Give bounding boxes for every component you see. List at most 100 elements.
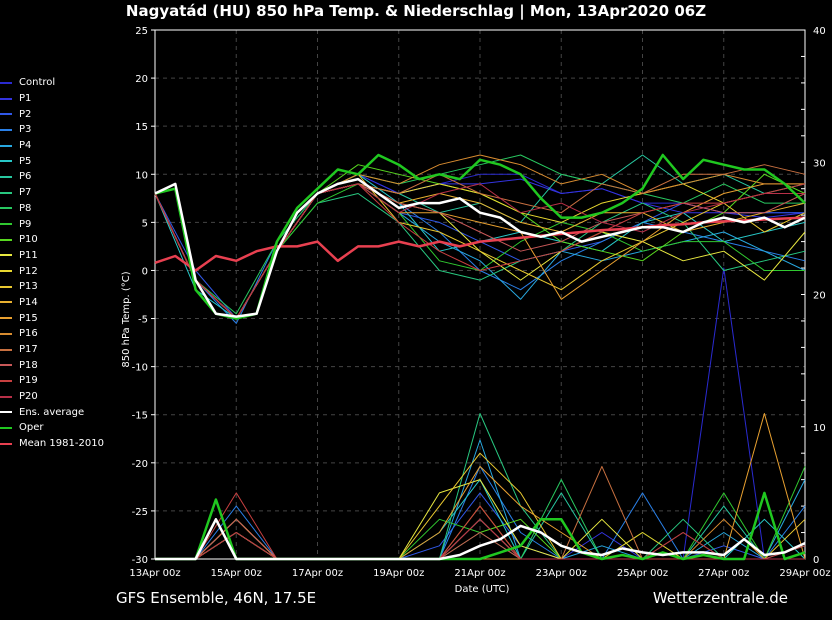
y-tick-label: 0 [142, 266, 148, 277]
y-tick-label: 10 [135, 170, 148, 181]
legend-swatch [0, 160, 12, 163]
legend-item: P1 [0, 91, 104, 107]
legend-swatch [0, 442, 12, 445]
legend-item: Ens. average [0, 404, 104, 420]
y2-tick-label: 20 [813, 291, 826, 302]
y2-tick-label: 30 [813, 158, 826, 169]
temp-line-p6 [154, 154, 806, 319]
legend-swatch [0, 254, 12, 257]
chart-title: Nagyatád (HU) 850 hPa Temp. & Niederschl… [125, 2, 707, 20]
legend-item: P7 [0, 185, 104, 201]
legend-label: P9 [19, 218, 32, 230]
legend-label: P6 [19, 171, 32, 183]
legend-label: P2 [19, 108, 32, 120]
legend-item: P4 [0, 138, 104, 154]
legend-label: P7 [19, 187, 32, 199]
y-tick-label: -10 [132, 363, 148, 374]
x-tick-label: 17Apr 00z [292, 568, 343, 579]
legend-label: P14 [19, 296, 38, 308]
x-tick-label: 25Apr 00z [617, 568, 668, 579]
model-info: GFS Ensemble, 46N, 17.5E [116, 589, 317, 607]
legend-item: Mean 1981-2010 [0, 436, 104, 452]
x-tick-label: 21Apr 00z [454, 568, 505, 579]
legend-swatch [0, 379, 12, 382]
legend-item: Oper [0, 420, 104, 436]
legend-item: P16 [0, 326, 104, 342]
legend-swatch [0, 238, 12, 241]
source-credit: Wetterzentrale.de [652, 589, 788, 607]
legend-swatch [0, 191, 12, 194]
temp-line-p8 [154, 154, 805, 315]
legend-swatch [0, 411, 12, 414]
legend-label: P18 [19, 359, 38, 371]
legend-label: P12 [19, 265, 38, 277]
temp-line-p16 [154, 154, 805, 319]
x-axis-label: Date (UTC) [455, 584, 510, 595]
legend-label: P8 [19, 202, 32, 214]
y-tick-label: -5 [138, 315, 148, 326]
legend-label: Mean 1981-2010 [19, 438, 104, 450]
legend-label: P15 [19, 312, 38, 324]
legend-item: P18 [0, 357, 104, 373]
x-tick-label: 27Apr 00z [698, 568, 749, 579]
x-tick-label: 23Apr 00z [536, 568, 587, 579]
legend-swatch [0, 97, 12, 100]
legend-item: P17 [0, 342, 104, 358]
legend-swatch [0, 301, 12, 304]
legend-swatch [0, 223, 12, 226]
temp-line-oper [154, 153, 806, 320]
legend-label: P10 [19, 234, 38, 246]
legend-label: P16 [19, 328, 38, 340]
legend-item: P13 [0, 279, 104, 295]
legend-swatch [0, 81, 12, 84]
legend-swatch [0, 426, 12, 429]
y-tick-label: -30 [132, 555, 148, 566]
x-tick-label: 15Apr 00z [211, 568, 262, 579]
legend-swatch [0, 364, 12, 367]
legend: Control P1 P2 P3 P4 P5 P6 P7 P8 P9 P10 P11 P12 P13 P14… [0, 75, 104, 452]
legend-swatch [0, 285, 12, 288]
legend-item: P19 [0, 373, 104, 389]
legend-label: Ens. average [19, 406, 85, 418]
legend-item: P12 [0, 263, 104, 279]
legend-swatch [0, 113, 12, 116]
legend-label: P17 [19, 344, 38, 356]
y-tick-label: 20 [135, 74, 148, 85]
precip-line-p19 [155, 492, 805, 560]
legend-swatch [0, 128, 12, 131]
y2-tick-label: 0 [813, 555, 819, 566]
y-tick-label: 25 [135, 26, 148, 37]
y2-tick-label: 40 [813, 26, 826, 37]
legend-item: P10 [0, 232, 104, 248]
legend-swatch [0, 348, 12, 351]
precip-line-p20 [155, 518, 805, 560]
legend-item: P20 [0, 389, 104, 405]
legend-item: P3 [0, 122, 104, 138]
legend-swatch [0, 144, 12, 147]
legend-swatch [0, 175, 12, 178]
y-tick-label: -25 [132, 507, 148, 518]
temp-line-climate-mean [154, 216, 806, 272]
y-tick-label: 15 [135, 122, 148, 133]
legend-item: P8 [0, 201, 104, 217]
legend-label: Oper [19, 422, 44, 434]
legend-item: P5 [0, 153, 104, 169]
legend-swatch [0, 317, 12, 320]
legend-label: P4 [19, 140, 32, 152]
y2-tick-label: 10 [813, 423, 826, 434]
x-tick-label: 19Apr 00z [373, 568, 424, 579]
legend-label: P20 [19, 391, 38, 403]
legend-item: P14 [0, 295, 104, 311]
legend-label: P13 [19, 281, 38, 293]
legend-item: P9 [0, 216, 104, 232]
x-tick-label: 29Apr 00z [779, 568, 830, 579]
legend-label: P1 [19, 93, 32, 105]
legend-item: Control [0, 75, 104, 91]
y-tick-label: -15 [132, 411, 148, 422]
legend-label: P3 [19, 124, 32, 136]
legend-swatch [0, 395, 12, 398]
temp-line-p20 [154, 183, 805, 319]
legend-label: P5 [19, 155, 32, 167]
legend-swatch [0, 270, 12, 273]
